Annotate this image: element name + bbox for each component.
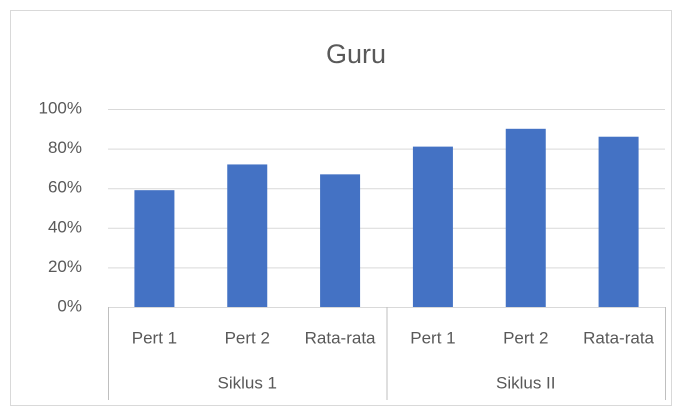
y-tick-label: 100% xyxy=(39,98,82,117)
y-tick-label: 0% xyxy=(57,296,82,315)
chart-title: Guru xyxy=(326,39,386,69)
x-tick-label: Rata-rata xyxy=(305,328,376,347)
y-tick-label: 80% xyxy=(48,138,82,157)
x-tick-label: Pert 1 xyxy=(410,328,455,347)
x-tick-label: Pert 2 xyxy=(225,328,270,347)
y-tick-label: 40% xyxy=(48,217,82,236)
bar xyxy=(134,190,175,307)
x-tick-label: Pert 1 xyxy=(132,328,177,347)
x-tick-label: Pert 2 xyxy=(503,328,548,347)
x-tick-label: Rata-rata xyxy=(583,328,654,347)
bar xyxy=(227,164,268,307)
bar xyxy=(412,146,453,307)
group-label: Siklus II xyxy=(496,373,556,392)
bar xyxy=(505,128,546,307)
group-label: Siklus 1 xyxy=(217,373,277,392)
bar xyxy=(320,174,361,307)
bar xyxy=(598,136,639,307)
y-tick-label: 20% xyxy=(48,257,82,276)
y-tick-label: 60% xyxy=(48,178,82,197)
